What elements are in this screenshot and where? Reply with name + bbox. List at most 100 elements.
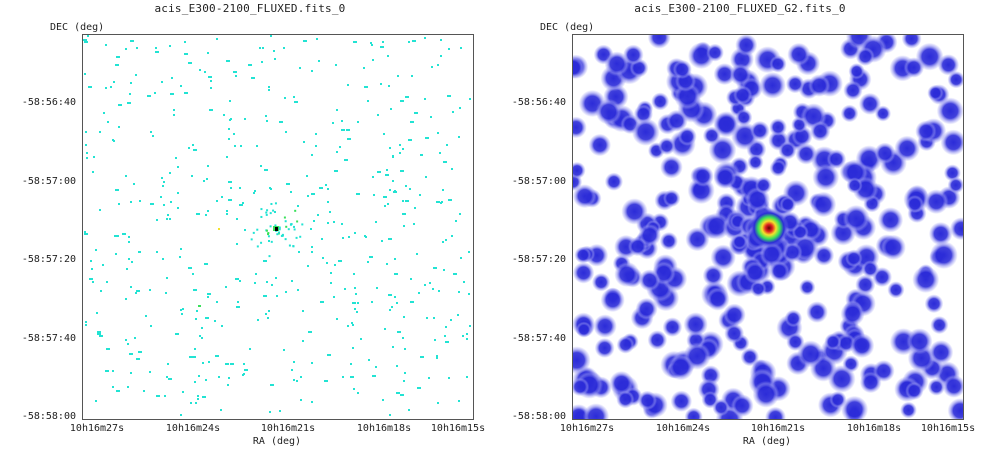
photon-pixel xyxy=(173,109,175,111)
photon-pixel xyxy=(266,120,268,122)
image-frame[interactable] xyxy=(82,34,474,420)
smoothed-blob xyxy=(843,80,863,101)
photon-pixel xyxy=(301,223,304,226)
photon-pixel xyxy=(255,273,257,275)
photon-pixel xyxy=(377,114,379,116)
photon-pixel xyxy=(357,302,359,304)
smoothed-blob xyxy=(672,59,692,80)
photon-pixel xyxy=(434,339,436,341)
photon-pixel xyxy=(107,121,109,123)
smoothed-blob xyxy=(769,260,790,282)
photon-pixel xyxy=(402,213,406,215)
photon-pixel xyxy=(341,129,345,131)
photon-pixel xyxy=(239,280,241,282)
photon-pixel xyxy=(93,156,95,158)
photon-pixel xyxy=(240,145,242,147)
smoothed-blob xyxy=(600,287,625,313)
photon-pixel xyxy=(283,349,285,351)
photon-pixel xyxy=(334,170,338,172)
photon-pixel xyxy=(260,215,263,218)
smoothed-blob xyxy=(901,35,922,49)
photon-pixel xyxy=(346,129,350,131)
smoothed-blob xyxy=(759,242,784,267)
smoothed-blob xyxy=(706,287,730,311)
photon-pixel xyxy=(156,219,158,221)
photon-pixel xyxy=(273,50,275,52)
photon-pixel xyxy=(414,112,418,114)
smoothed-blob xyxy=(806,301,828,323)
photon-pixel xyxy=(334,264,336,266)
photon-pixel xyxy=(147,95,151,97)
panel-fluxed: acis_E300-2100_FLUXED.fits_0 DEC (deg) -… xyxy=(21,2,485,447)
photon-pixel xyxy=(169,172,171,174)
photon-pixel xyxy=(193,149,197,151)
photon-pixel xyxy=(206,178,208,180)
photon-pixel xyxy=(234,145,236,147)
photon-pixel xyxy=(216,38,218,40)
photon-pixel xyxy=(463,281,465,283)
photon-pixel xyxy=(236,306,240,308)
photon-pixel xyxy=(270,35,272,37)
image-frame[interactable] xyxy=(572,34,964,420)
smoothed-blob xyxy=(621,198,648,225)
photon-pixel xyxy=(321,238,323,240)
photon-pixel xyxy=(85,321,87,323)
photon-pixel xyxy=(138,351,142,353)
photon-pixel xyxy=(284,238,287,241)
photon-pixel xyxy=(351,322,353,324)
photon-pixel xyxy=(85,144,87,146)
photon-pixel xyxy=(365,236,367,238)
photon-pixel xyxy=(429,282,431,284)
photon-pixel xyxy=(437,64,439,66)
photon-pixel xyxy=(242,202,244,204)
photon-pixel xyxy=(95,249,97,251)
photon-pixel xyxy=(84,41,88,43)
photon-pixel xyxy=(165,292,167,294)
photon-pixel xyxy=(410,301,414,303)
x-axis-label: RA (deg) xyxy=(742,436,792,447)
smoothed-blob xyxy=(713,165,737,189)
smoothed-blob xyxy=(797,340,825,368)
smoothed-blob xyxy=(930,316,949,335)
photon-pixel xyxy=(370,42,372,44)
photon-pixel xyxy=(163,204,165,206)
photon-pixel xyxy=(405,96,409,98)
smoothed-blob xyxy=(765,406,786,419)
photon-pixel xyxy=(118,203,120,205)
photon-pixel xyxy=(296,380,298,382)
smoothed-blob xyxy=(787,42,811,66)
photon-pixel xyxy=(180,414,182,416)
photon-pixel xyxy=(347,138,351,140)
photon-pixel xyxy=(302,310,304,312)
photon-pixel xyxy=(318,60,320,62)
smoothed-blob xyxy=(685,227,710,252)
photon-pixel xyxy=(293,361,295,363)
photon-pixel xyxy=(268,310,270,312)
photon-pixel xyxy=(394,258,396,260)
smoothed-blob xyxy=(769,159,787,177)
photon-pixel xyxy=(228,377,230,379)
photon-pixel xyxy=(195,402,197,404)
photon-pixel xyxy=(136,358,140,360)
photon-pixel xyxy=(392,155,394,157)
photon-pixel xyxy=(375,366,377,368)
y-tick-label: -58:57:20 xyxy=(21,254,76,265)
smoothed-blob xyxy=(927,378,946,396)
photon-pixel xyxy=(116,56,120,58)
photon-pixel xyxy=(89,278,93,280)
smoothed-blob xyxy=(712,398,730,417)
smoothed-blob xyxy=(928,340,954,365)
photon-pixel xyxy=(293,228,296,231)
photon-pixel xyxy=(436,357,438,359)
sky-image-sparse xyxy=(83,35,471,416)
photon-pixel xyxy=(225,363,229,365)
photon-pixel xyxy=(458,136,460,138)
smoothed-blob xyxy=(949,217,963,241)
photon-pixel xyxy=(207,293,211,295)
photon-pixel xyxy=(367,100,369,102)
photon-pixel xyxy=(192,273,194,275)
photon-pixel xyxy=(270,384,274,386)
photon-pixel xyxy=(468,293,470,295)
smoothed-blob xyxy=(573,56,585,79)
photon-pixel xyxy=(170,93,174,95)
